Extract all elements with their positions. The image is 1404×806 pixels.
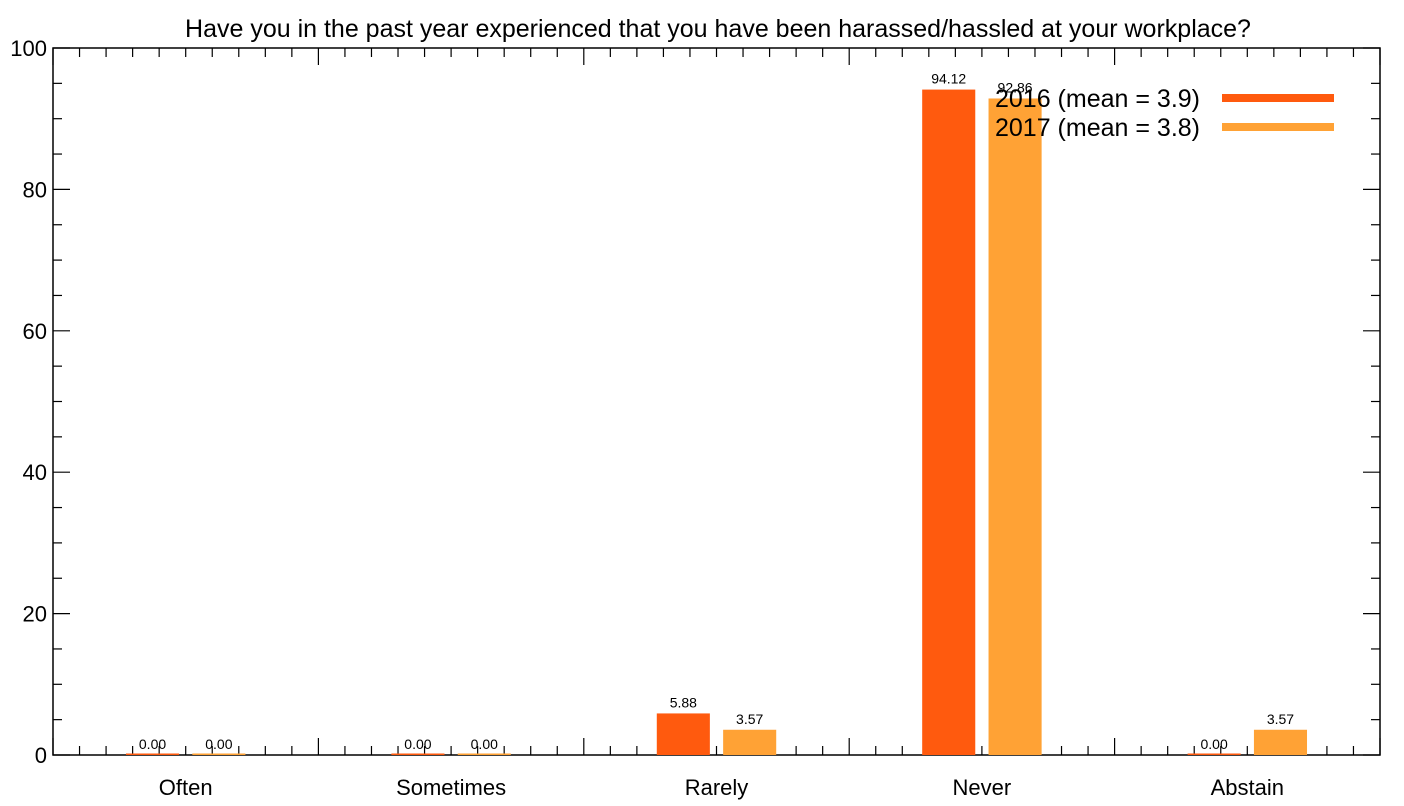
data-label: 0.00 — [205, 736, 232, 752]
x-tick-label: Abstain — [1211, 775, 1284, 800]
bar — [391, 753, 445, 755]
bar — [656, 713, 710, 755]
data-label: 0.00 — [404, 736, 431, 752]
y-tick-label: 60 — [23, 319, 47, 344]
bar — [457, 753, 511, 755]
plot-area: 0 20 40 60 80 100 Often Sometimes Rarely Never Abs… — [10, 36, 1381, 800]
bar — [1253, 729, 1308, 755]
y-tick-label: 0 — [35, 743, 47, 768]
x-tick-label: Often — [159, 775, 213, 800]
x-tick-label: Never — [953, 775, 1012, 800]
plot-frame — [52, 47, 1381, 756]
bar — [922, 89, 976, 756]
data-label: 5.88 — [670, 694, 697, 710]
bar — [125, 753, 180, 755]
chart-title: Have you in the past year experienced th… — [185, 15, 1251, 43]
legend-label: 2017 (mean = 3.8) — [995, 114, 1200, 142]
data-label: 92.86 — [998, 79, 1033, 95]
y-tick-label: 100 — [10, 36, 47, 61]
bar — [1187, 753, 1241, 755]
bars: 0.00 0.00 5.88 94.12 0.00 0.00 0.00 3.57 92.86 3.… — [125, 71, 1308, 756]
bar — [192, 753, 246, 755]
data-label: 0.00 — [139, 736, 166, 752]
data-label: 0.00 — [471, 736, 498, 752]
data-label: 3.57 — [1267, 711, 1294, 727]
data-label: 0.00 — [1201, 736, 1228, 752]
bar — [723, 729, 777, 755]
x-tick-label: Rarely — [685, 775, 749, 800]
y-tick-label: 40 — [23, 460, 47, 485]
x-tick-label: Sometimes — [396, 775, 506, 800]
legend-label: 2016 (mean = 3.9) — [995, 85, 1200, 113]
y-tick-label: 80 — [23, 177, 47, 202]
bar — [988, 98, 1042, 755]
legend: 2016 (mean = 3.9)2017 (mean = 3.8) — [995, 85, 1334, 142]
data-label: 94.12 — [931, 71, 966, 87]
data-label: 3.57 — [736, 711, 763, 727]
y-tick-label: 20 — [23, 602, 47, 627]
